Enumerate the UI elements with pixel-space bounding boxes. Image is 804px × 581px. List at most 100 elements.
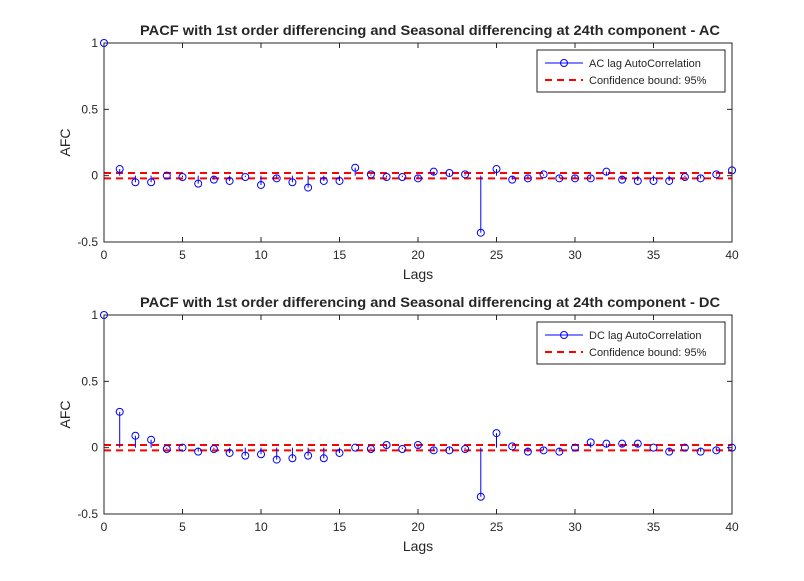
legend-marker-swatch [560, 59, 568, 67]
data-point [586, 438, 595, 447]
data-point [712, 446, 721, 455]
data-point [696, 174, 705, 183]
data-point [115, 165, 124, 174]
data-point [414, 174, 422, 183]
y-axis-label: AFC [57, 129, 73, 157]
data-point [319, 454, 328, 463]
data-point [131, 178, 140, 187]
data-point [288, 454, 297, 463]
data-point [382, 441, 391, 450]
data-point [178, 172, 187, 181]
data-point [351, 443, 360, 452]
data-point [476, 492, 485, 501]
x-tick-label: 5 [179, 520, 186, 534]
data-point [225, 176, 234, 185]
data-point [665, 447, 674, 456]
data-point [288, 178, 297, 187]
data-point [539, 446, 548, 455]
data-point [555, 174, 564, 183]
data-point [304, 183, 313, 192]
data-point [257, 180, 265, 189]
data-point [366, 444, 375, 453]
data-point [241, 451, 250, 460]
data-point [398, 172, 407, 181]
x-tick-label: 30 [568, 248, 582, 262]
data-point [351, 163, 360, 172]
data-point [178, 443, 187, 452]
y-tick-label: 0.5 [81, 102, 98, 116]
data-point [461, 170, 470, 179]
legend-label-series: AC lag AutoCorrelation [589, 58, 701, 70]
y-tick-label: 1 [91, 36, 98, 50]
x-tick-label: 35 [647, 248, 661, 262]
data-point [476, 228, 485, 237]
data-point [194, 179, 203, 188]
data-point [618, 175, 627, 184]
chart-title: PACF with 1st order differencing and Sea… [140, 22, 720, 38]
data-point [335, 448, 344, 457]
x-tick-label: 20 [411, 520, 425, 534]
y-tick-label: -0.5 [77, 235, 98, 249]
data-point [398, 444, 407, 453]
data-point [555, 447, 564, 456]
data-point [571, 174, 579, 183]
data-point [665, 176, 674, 185]
data-point [461, 444, 470, 453]
data-point [131, 431, 140, 440]
y-tick-label: -0.5 [77, 507, 98, 521]
y-tick-label: 0 [91, 169, 98, 183]
data-point [115, 407, 124, 416]
data-point [445, 446, 454, 455]
data-point [241, 172, 250, 181]
data-point [539, 170, 548, 179]
legend-label-series: DC lag AutoCorrelation [589, 330, 702, 342]
data-point [366, 170, 375, 179]
data-point [414, 441, 422, 450]
y-tick-label: 0.5 [81, 374, 98, 388]
data-point [696, 447, 705, 456]
data-point [319, 176, 328, 185]
data-point [571, 443, 579, 452]
x-axis-label: Lags [403, 538, 433, 554]
data-point [633, 176, 642, 185]
x-tick-label: 10 [254, 248, 268, 262]
y-axis-label: AFC [57, 401, 73, 429]
legend-box [536, 321, 726, 365]
data-point [162, 171, 171, 180]
data-point [162, 444, 171, 453]
data-point [680, 172, 689, 181]
x-tick-label: 35 [647, 520, 661, 534]
x-tick-label: 0 [101, 248, 108, 262]
data-point [492, 429, 501, 438]
x-tick-label: 20 [411, 248, 425, 262]
data-point [508, 442, 517, 451]
data-point [523, 174, 532, 183]
data-point [602, 167, 611, 176]
data-point [225, 448, 234, 457]
legend: DC lag AutoCorrelation Confidence bound: … [536, 321, 726, 365]
legend-marker-swatch [560, 331, 568, 339]
data-point [147, 435, 156, 444]
data-point [257, 450, 265, 459]
data-point [304, 451, 313, 460]
x-tick-label: 30 [568, 520, 582, 534]
data-point [508, 175, 517, 184]
data-point [649, 176, 658, 185]
data-point [272, 455, 281, 464]
data-point [523, 447, 532, 456]
x-tick-label: 10 [254, 520, 268, 534]
data-point [602, 439, 611, 448]
data-point [335, 176, 344, 185]
data-point [586, 174, 595, 183]
data-point [712, 170, 721, 179]
legend-label-bound: Confidence bound: 95% [589, 347, 707, 359]
data-point [618, 439, 627, 448]
x-axis-label: Lags [403, 266, 433, 282]
data-point [147, 178, 156, 187]
data-point [680, 443, 689, 452]
x-tick-label: 0 [101, 520, 108, 534]
